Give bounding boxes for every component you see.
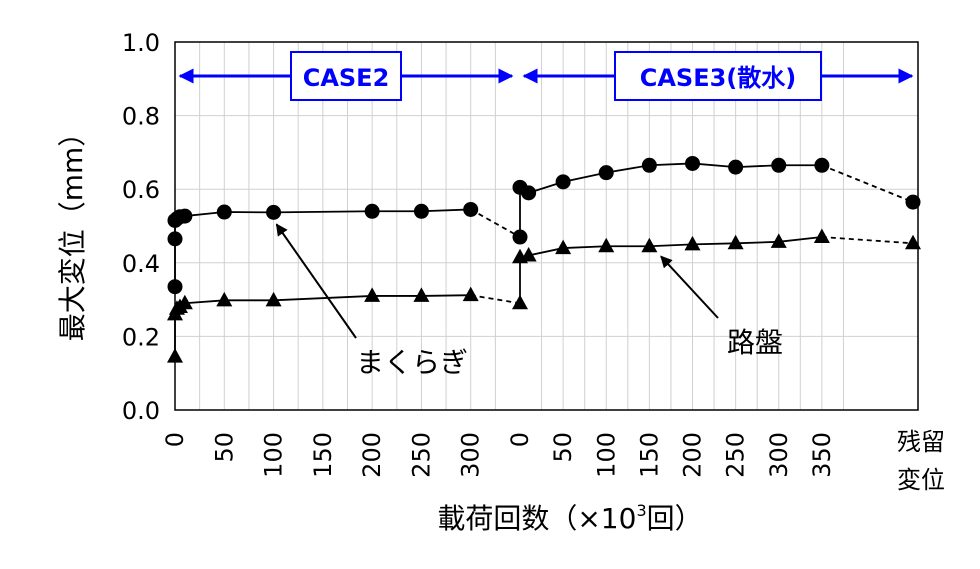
series-roadbed-point <box>813 228 830 244</box>
series-layer <box>167 155 921 363</box>
x-axis-title: 載荷回数（×103回） <box>437 501 702 535</box>
labels: 最大変位（mm） 載荷回数（×103回） 0.0 0.2 0.4 0.6 0.8 1.0 0… <box>56 29 945 535</box>
x-tick-label: 200 <box>358 432 386 478</box>
annotation-label: 路盤 <box>727 326 783 359</box>
y-tick-label: 0.0 <box>122 397 160 425</box>
x-axis-title-end: 回） <box>647 502 703 535</box>
x-tick-label: 100 <box>260 432 288 478</box>
residual-label: 変位 <box>897 466 945 494</box>
x-axis-title-main: 載荷回数（×10 <box>437 502 636 535</box>
x-tick-label: 300 <box>457 432 485 478</box>
series-sleeper-point <box>463 201 479 217</box>
series-sleeper-point <box>521 185 537 201</box>
series-sleeper-point <box>413 203 429 219</box>
series-sleeper-point <box>771 157 787 173</box>
x-tick-label: 350 <box>808 432 836 478</box>
y-axis-title: 最大変位（mm） <box>56 119 89 342</box>
series-sleeper-line-residual2 <box>470 208 521 238</box>
axes <box>174 41 919 411</box>
x-tick-label: 200 <box>679 432 707 478</box>
x-tick-label: 250 <box>722 432 750 478</box>
x-tick-label: 0 <box>506 432 534 447</box>
series-roadbed-point <box>512 294 528 310</box>
x-tick-label: 250 <box>407 432 435 478</box>
series-sleeper-point <box>598 165 614 181</box>
series-sleeper-point <box>167 231 183 247</box>
series-sleeper-point <box>814 157 830 173</box>
series-sleeper-point <box>641 157 657 173</box>
series-roadbed-point <box>770 233 787 248</box>
y-tick-label: 1.0 <box>122 29 160 57</box>
x-tick-label: 300 <box>765 432 793 478</box>
series-roadbed-point <box>216 291 233 307</box>
series-sleeper-point <box>905 194 921 210</box>
series-roadbed-point <box>598 237 615 253</box>
x-tick-label: 50 <box>210 432 238 463</box>
case-label: CASE3(散水) <box>640 64 797 92</box>
x-tick-label: 0 <box>161 432 189 447</box>
case-box <box>614 51 822 101</box>
series-roadbed-point <box>364 287 381 302</box>
x-tick-label: 150 <box>309 432 337 478</box>
series-roadbed-point <box>167 348 183 363</box>
series-roadbed-point <box>555 239 572 255</box>
series-roadbed-point <box>265 291 282 307</box>
case-box <box>290 51 402 101</box>
y-tick-label: 0.4 <box>122 250 160 278</box>
annotation-label: まくらぎ <box>356 346 468 379</box>
series-sleeper-point <box>685 155 700 171</box>
case-label: CASE2 <box>303 64 390 92</box>
series-sleeper-point <box>177 208 193 224</box>
series-sleeper-line-residual3 <box>821 164 914 203</box>
series-roadbed-line-residual3 <box>821 236 914 245</box>
series-roadbed-point <box>520 246 537 262</box>
x-tick-label: 100 <box>592 432 620 478</box>
residual-label: 残留 <box>897 428 945 456</box>
y-tick-label: 0.8 <box>122 103 160 131</box>
annotation-arrow <box>275 223 357 339</box>
series-roadbed-point <box>462 286 479 302</box>
x-tick-label: 50 <box>549 432 577 463</box>
y-tick-label: 0.6 <box>122 176 160 204</box>
series-sleeper-point <box>512 229 528 245</box>
series-roadbed-point <box>641 237 658 253</box>
series-sleeper-point <box>555 174 571 190</box>
series-sleeper-point <box>266 204 282 220</box>
series-roadbed-point <box>176 294 193 310</box>
x-tick-label: 150 <box>635 432 663 478</box>
series-sleeper-point <box>728 159 744 175</box>
series-sleeper-point <box>364 203 380 219</box>
series-sleeper-point <box>216 204 232 220</box>
y-tick-label: 0.2 <box>122 323 160 351</box>
series-roadbed-point <box>905 234 921 250</box>
series-roadbed-point <box>413 287 430 302</box>
x-axis-title-sup: 3 <box>636 501 646 520</box>
series-roadbed-point <box>684 235 701 251</box>
series-roadbed-point <box>727 234 744 250</box>
annotation-arrow <box>660 255 719 319</box>
series-sleeper-point <box>167 279 183 295</box>
